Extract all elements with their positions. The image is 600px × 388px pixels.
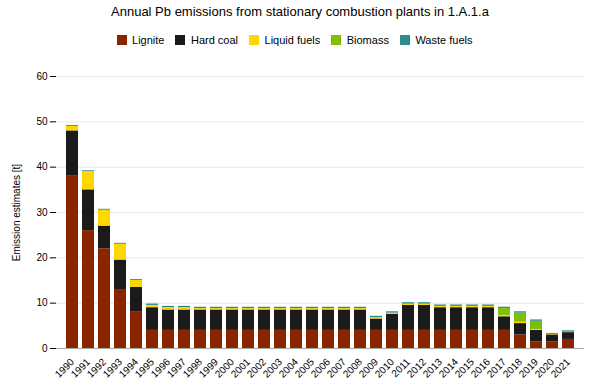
svg-text:1991: 1991 (68, 355, 93, 380)
svg-text:2019: 2019 (516, 355, 541, 380)
html-text:Hard coal: Hard coal (191, 33, 238, 46)
svg-text:2009: 2009 (356, 355, 381, 380)
svg-text:50: 50 (36, 116, 48, 127)
svg-text:2006: 2006 (308, 355, 333, 380)
svg-text:0: 0 (42, 342, 48, 353)
html-text:Annual Pb emissions from stati: Annual Pb emissions from stationary comb… (111, 4, 489, 19)
svg-text:2015: 2015 (452, 355, 477, 380)
svg-text:2010: 2010 (372, 355, 397, 380)
svg-text:2004: 2004 (276, 355, 301, 380)
svg-text:2014: 2014 (436, 355, 461, 380)
svg-text:40: 40 (36, 161, 48, 172)
svg-text:30: 30 (36, 206, 48, 217)
svg-text:2016: 2016 (468, 355, 493, 380)
svg-text:20: 20 (36, 252, 48, 263)
svg-text:1998: 1998 (180, 355, 205, 380)
svg-text:1995: 1995 (132, 355, 157, 380)
svg-text:2017: 2017 (484, 355, 509, 380)
svg-text:1993: 1993 (100, 355, 125, 380)
svg-text:2005: 2005 (292, 355, 317, 380)
svg-text:1994: 1994 (116, 355, 141, 380)
svg-text:1997: 1997 (164, 355, 189, 380)
svg-text:1990: 1990 (52, 355, 77, 380)
svg-text:2002: 2002 (244, 355, 269, 380)
svg-text:2021: 2021 (549, 355, 573, 379)
html-text:Waste fuels: Waste fuels (415, 33, 473, 46)
svg-text:2012: 2012 (404, 355, 429, 380)
svg-text:1992: 1992 (84, 355, 109, 380)
svg-text:2020: 2020 (532, 355, 557, 380)
svg-text:60: 60 (36, 70, 48, 81)
svg-text:10: 10 (36, 297, 48, 308)
svg-text:2008: 2008 (340, 355, 365, 380)
html-text:Liquid fuels: Liquid fuels (264, 33, 321, 46)
html-text:Lignite: Lignite (132, 33, 165, 46)
svg-text:2003: 2003 (260, 355, 285, 380)
svg-text:2018: 2018 (500, 355, 525, 380)
svg-text:2011: 2011 (389, 355, 413, 379)
svg-text:2013: 2013 (420, 355, 445, 380)
svg-text:2007: 2007 (324, 355, 349, 380)
svg-text:1996: 1996 (148, 355, 173, 380)
html-text:Biomass: Biomass (346, 33, 389, 46)
svg-text:Emission estimates [t]: Emission estimates [t] (11, 163, 22, 260)
svg-text:1999: 1999 (196, 355, 221, 380)
svg-text:2001: 2001 (228, 355, 253, 380)
svg-text:2000: 2000 (212, 355, 237, 380)
